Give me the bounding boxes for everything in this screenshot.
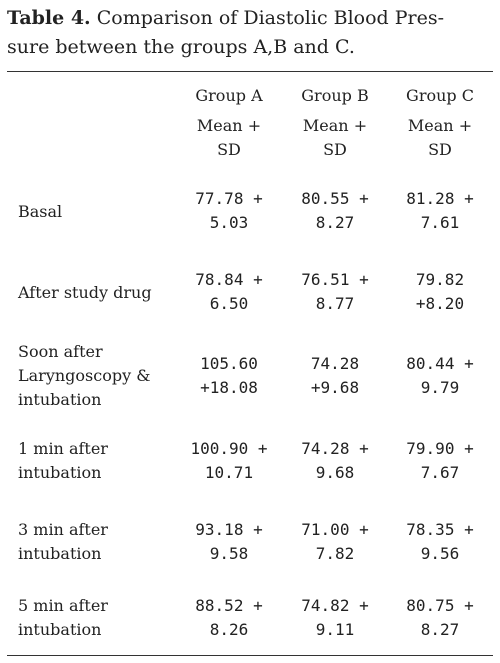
cell-5min-a: 88.52 + 8.26 bbox=[174, 594, 284, 642]
cell-basal-a: 77.78 + 5.03 bbox=[174, 187, 284, 235]
header-stat-line1: Mean + bbox=[407, 116, 473, 135]
cell-sd: 7.67 bbox=[420, 463, 460, 482]
header-stat-line2: SD bbox=[428, 140, 452, 159]
cell-sd: +8.20 bbox=[415, 294, 465, 313]
cell-mean: 79.90 + bbox=[406, 439, 474, 458]
row-label-line: After study drug bbox=[18, 283, 152, 302]
row-label-line: intubation bbox=[18, 390, 102, 409]
table-label: Table 4. bbox=[7, 7, 91, 29]
table-top-rule bbox=[7, 71, 493, 72]
cell-after-drug-c: 79.82 +8.20 bbox=[385, 268, 495, 316]
cell-sd: +18.08 bbox=[200, 378, 258, 397]
cell-mean: 93.18 + bbox=[195, 520, 263, 539]
cell-mean: 71.00 + bbox=[301, 520, 369, 539]
cell-after-drug-b: 76.51 + 8.77 bbox=[280, 268, 390, 316]
cell-3min-b: 71.00 + 7.82 bbox=[280, 518, 390, 566]
cell-mean: 77.78 + bbox=[195, 189, 263, 208]
row-label-basal: Basal bbox=[18, 200, 188, 224]
cell-mean: 80.44 + bbox=[406, 354, 474, 373]
row-label-line: intubation bbox=[18, 463, 102, 482]
row-label-line: Soon after bbox=[18, 342, 103, 361]
cell-soon-after-a: 105.60 +18.08 bbox=[174, 352, 284, 400]
cell-mean: 78.84 + bbox=[195, 270, 263, 289]
header-stat-line1: Mean + bbox=[196, 116, 262, 135]
cell-sd: 7.82 bbox=[315, 544, 355, 563]
cell-soon-after-b: 74.28 +9.68 bbox=[280, 352, 390, 400]
cell-sd: 10.71 bbox=[204, 463, 254, 482]
cell-sd: 8.26 bbox=[209, 620, 249, 639]
cell-sd: 9.58 bbox=[209, 544, 249, 563]
cell-3min-a: 93.18 + 9.58 bbox=[174, 518, 284, 566]
cell-mean: 88.52 + bbox=[195, 596, 263, 615]
cell-sd: 8.27 bbox=[315, 213, 355, 232]
cell-mean: 74.82 + bbox=[301, 596, 369, 615]
cell-sd: 7.61 bbox=[420, 213, 460, 232]
cell-mean: 79.82 bbox=[415, 270, 465, 289]
cell-sd: 9.79 bbox=[420, 378, 460, 397]
cell-soon-after-c: 80.44 + 9.79 bbox=[385, 352, 495, 400]
cell-mean: 76.51 + bbox=[301, 270, 369, 289]
cell-5min-b: 74.82 + 9.11 bbox=[280, 594, 390, 642]
table-caption: Table 4. Comparison of Diastolic Blood P… bbox=[7, 4, 495, 62]
cell-sd: 5.03 bbox=[209, 213, 249, 232]
cell-sd: 9.56 bbox=[420, 544, 460, 563]
row-label-line: 1 min after bbox=[18, 439, 108, 458]
cell-1min-a: 100.90 + 10.71 bbox=[174, 437, 284, 485]
cell-sd: 9.68 bbox=[315, 463, 355, 482]
cell-1min-b: 74.28 + 9.68 bbox=[280, 437, 390, 485]
header-group-name: Group A bbox=[195, 86, 263, 105]
table-bottom-rule bbox=[7, 655, 493, 656]
caption-text-1: Comparison of Diastolic Blood Pres- bbox=[90, 7, 445, 29]
cell-sd: +9.68 bbox=[310, 378, 360, 397]
row-label-soon-after-laryngoscopy: Soon after Laryngoscopy & intubation bbox=[18, 340, 188, 412]
cell-mean: 74.28 + bbox=[301, 439, 369, 458]
cell-mean: 81.28 + bbox=[406, 189, 474, 208]
header-stat-line1: Mean + bbox=[302, 116, 368, 135]
header-group-a: Group A Mean + SD bbox=[174, 84, 284, 162]
caption-line-1: Table 4. Comparison of Diastolic Blood P… bbox=[7, 4, 495, 33]
cell-sd: 6.50 bbox=[209, 294, 249, 313]
cell-mean: 74.28 bbox=[310, 354, 360, 373]
row-label-line: intubation bbox=[18, 620, 102, 639]
cell-sd: 9.11 bbox=[315, 620, 355, 639]
row-label-line: Laryngoscopy & bbox=[18, 366, 151, 385]
cell-basal-b: 80.55 + 8.27 bbox=[280, 187, 390, 235]
row-label-1-min-after: 1 min after intubation bbox=[18, 437, 188, 485]
row-label-5-min-after: 5 min after intubation bbox=[18, 594, 188, 642]
header-group-name: Group C bbox=[406, 86, 474, 105]
header-group-name: Group B bbox=[301, 86, 369, 105]
cell-mean: 78.35 + bbox=[406, 520, 474, 539]
header-group-b: Group B Mean + SD bbox=[280, 84, 390, 162]
row-label-line: Basal bbox=[18, 202, 63, 221]
cell-sd: 8.77 bbox=[315, 294, 355, 313]
cell-mean: 80.55 + bbox=[301, 189, 369, 208]
cell-1min-c: 79.90 + 7.67 bbox=[385, 437, 495, 485]
cell-mean: 80.75 + bbox=[406, 596, 474, 615]
caption-line-2: sure between the groups A,B and C. bbox=[7, 36, 355, 58]
header-group-c: Group C Mean + SD bbox=[385, 84, 495, 162]
row-label-3-min-after: 3 min after intubation bbox=[18, 518, 188, 566]
cell-mean: 105.60 bbox=[200, 354, 258, 373]
cell-sd: 8.27 bbox=[420, 620, 460, 639]
row-label-line: 5 min after bbox=[18, 596, 108, 615]
cell-3min-c: 78.35 + 9.56 bbox=[385, 518, 495, 566]
row-label-line: intubation bbox=[18, 544, 102, 563]
cell-5min-c: 80.75 + 8.27 bbox=[385, 594, 495, 642]
header-stat-line2: SD bbox=[217, 140, 241, 159]
row-label-line: 3 min after bbox=[18, 520, 108, 539]
cell-after-drug-a: 78.84 + 6.50 bbox=[174, 268, 284, 316]
cell-mean: 100.90 + bbox=[190, 439, 268, 458]
header-stat-line2: SD bbox=[323, 140, 347, 159]
cell-basal-c: 81.28 + 7.61 bbox=[385, 187, 495, 235]
row-label-after-study-drug: After study drug bbox=[18, 281, 188, 305]
